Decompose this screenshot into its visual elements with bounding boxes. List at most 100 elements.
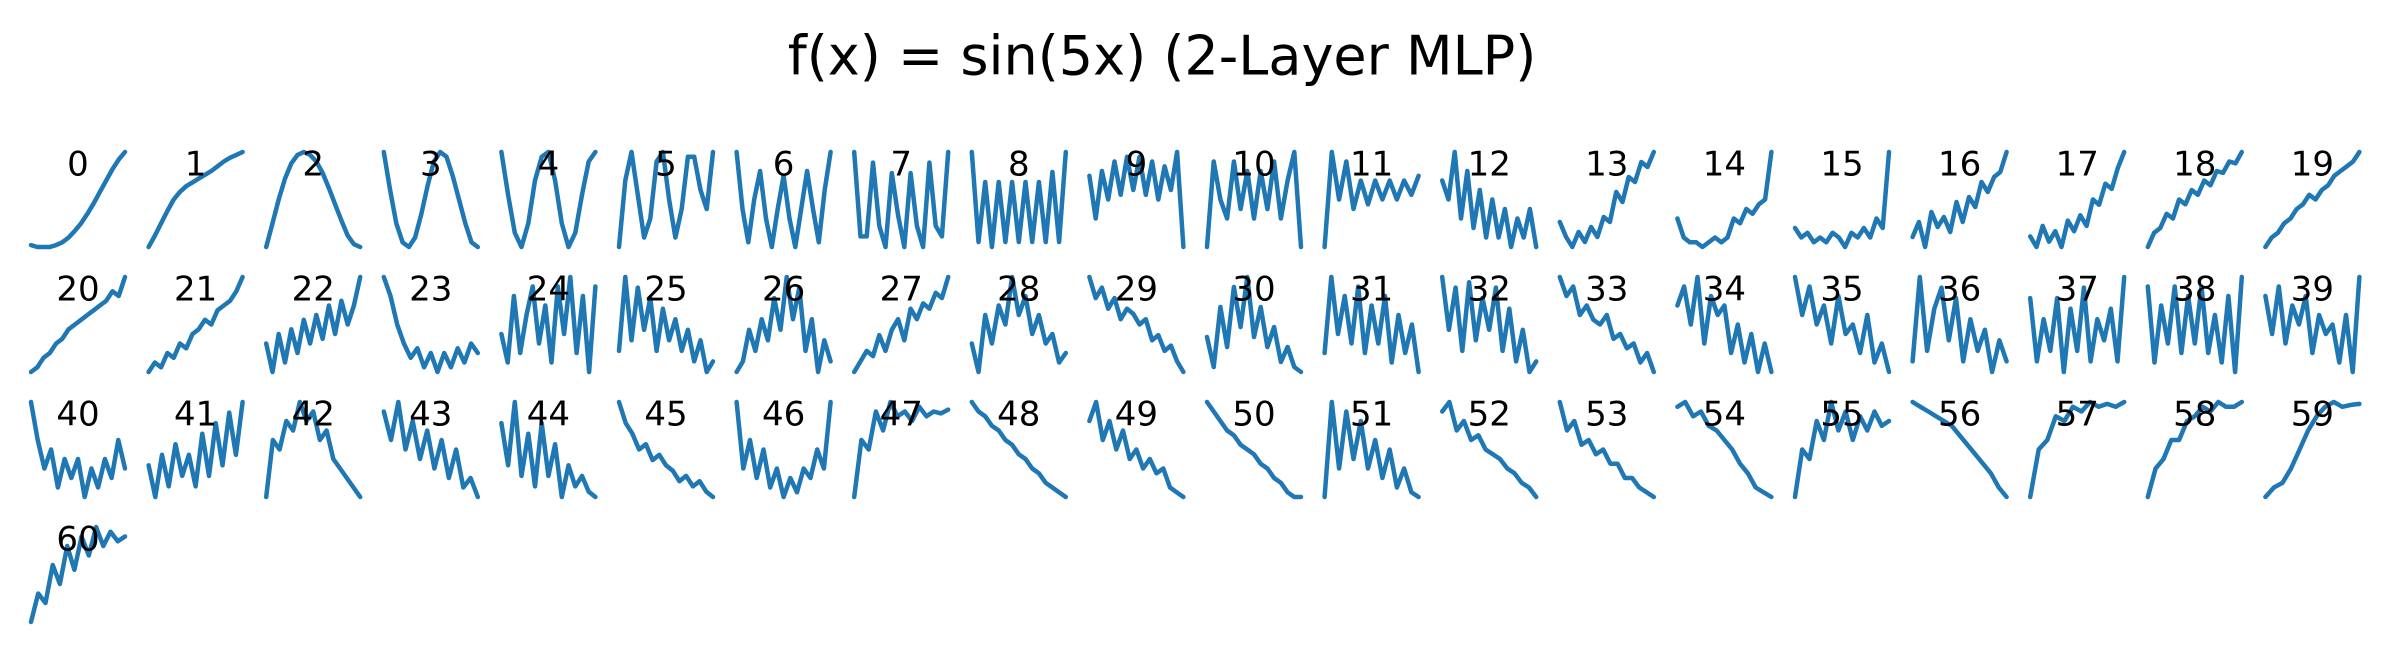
curve — [1557, 399, 1657, 500]
panel-title: 2 — [302, 145, 324, 185]
curve — [263, 274, 363, 375]
curve — [1792, 149, 1892, 250]
panel-title: 41 — [174, 395, 217, 435]
panel-title: 47 — [880, 395, 923, 435]
curve — [2145, 399, 2245, 500]
curve — [1910, 149, 2009, 250]
curve — [1204, 274, 1304, 375]
curve — [263, 149, 363, 250]
panel-title: 52 — [1468, 395, 1511, 435]
panel-title: 55 — [1820, 395, 1863, 435]
curve — [616, 149, 716, 250]
curve — [851, 274, 951, 375]
curve — [969, 149, 1069, 250]
panel-title: 3 — [420, 145, 442, 185]
panel-title: 8 — [1008, 145, 1030, 185]
curve — [1675, 399, 1774, 500]
curve — [499, 274, 598, 375]
panel-title: 31 — [1350, 270, 1393, 310]
panel-title: 40 — [56, 395, 99, 435]
panel-title: 51 — [1350, 395, 1393, 435]
curve — [1675, 149, 1774, 250]
panel-title: 0 — [67, 145, 89, 185]
panel-title: 44 — [527, 395, 570, 435]
curve — [499, 399, 598, 500]
curve — [1675, 274, 1774, 375]
panel-title: 56 — [1938, 395, 1981, 435]
panel-title: 50 — [1232, 395, 1275, 435]
panel-title: 46 — [762, 395, 805, 435]
panel-title: 27 — [880, 270, 923, 310]
panel-title: 34 — [1703, 270, 1746, 310]
panel-title: 57 — [2056, 395, 2099, 435]
curve — [2263, 399, 2362, 500]
panel-title: 6 — [773, 145, 795, 185]
curve — [1204, 399, 1304, 500]
panel-title: 5 — [655, 145, 677, 185]
curve — [381, 399, 481, 500]
curve — [1557, 149, 1657, 250]
curve — [851, 149, 951, 250]
curve — [1439, 274, 1539, 375]
panel-title: 21 — [174, 270, 217, 310]
curve — [1910, 399, 2009, 500]
curve — [1439, 149, 1539, 250]
curve — [2263, 149, 2362, 250]
panel-title: 17 — [2056, 145, 2099, 185]
panel-title: 22 — [292, 270, 335, 310]
curve — [734, 274, 833, 375]
panel-title: 1 — [185, 145, 207, 185]
panel-title: 25 — [644, 270, 687, 310]
curve — [263, 399, 363, 500]
curve — [28, 399, 128, 500]
panel-title: 42 — [292, 395, 335, 435]
panel-title: 20 — [56, 270, 99, 310]
panel-title: 43 — [409, 395, 452, 435]
panel-title: 11 — [1350, 145, 1393, 185]
panel-title: 36 — [1938, 270, 1981, 310]
panel-title: 24 — [527, 270, 570, 310]
curve — [1322, 399, 1421, 500]
curve — [2027, 274, 2127, 375]
curve — [1910, 274, 2009, 375]
curve — [28, 149, 128, 250]
curve — [851, 399, 951, 500]
curve — [1439, 399, 1539, 500]
curve — [1087, 274, 1186, 375]
curve — [734, 149, 833, 250]
curve — [2145, 274, 2245, 375]
panel-title: 32 — [1468, 270, 1511, 310]
curve — [1792, 399, 1892, 500]
curve — [616, 274, 716, 375]
curve — [969, 274, 1069, 375]
panel-title: 12 — [1468, 145, 1511, 185]
panel-title: 15 — [1820, 145, 1863, 185]
panel-title: 54 — [1703, 395, 1746, 435]
panel-title: 59 — [2291, 395, 2334, 435]
panel-title: 10 — [1232, 145, 1275, 185]
panel-title: 39 — [2291, 270, 2334, 310]
curve — [2145, 149, 2245, 250]
curve — [2027, 149, 2127, 250]
panel-title: 53 — [1585, 395, 1628, 435]
panel-title: 29 — [1115, 270, 1158, 310]
curve — [146, 149, 245, 250]
curve — [616, 399, 716, 500]
curve — [734, 399, 833, 500]
panel-title: 23 — [409, 270, 452, 310]
curve — [381, 274, 481, 375]
panel-title: 7 — [890, 145, 912, 185]
panel-title: 4 — [538, 145, 560, 185]
panel-title: 30 — [1232, 270, 1275, 310]
panel-title: 9 — [1126, 145, 1148, 185]
curve — [1087, 149, 1186, 250]
curve — [1204, 149, 1304, 250]
panel-title: 49 — [1115, 395, 1158, 435]
curve — [1087, 399, 1186, 500]
panel-title: 33 — [1585, 270, 1628, 310]
panel-title: 28 — [997, 270, 1040, 310]
curve — [381, 149, 481, 250]
panel-title: 26 — [762, 270, 805, 310]
panel-title: 38 — [2173, 270, 2216, 310]
